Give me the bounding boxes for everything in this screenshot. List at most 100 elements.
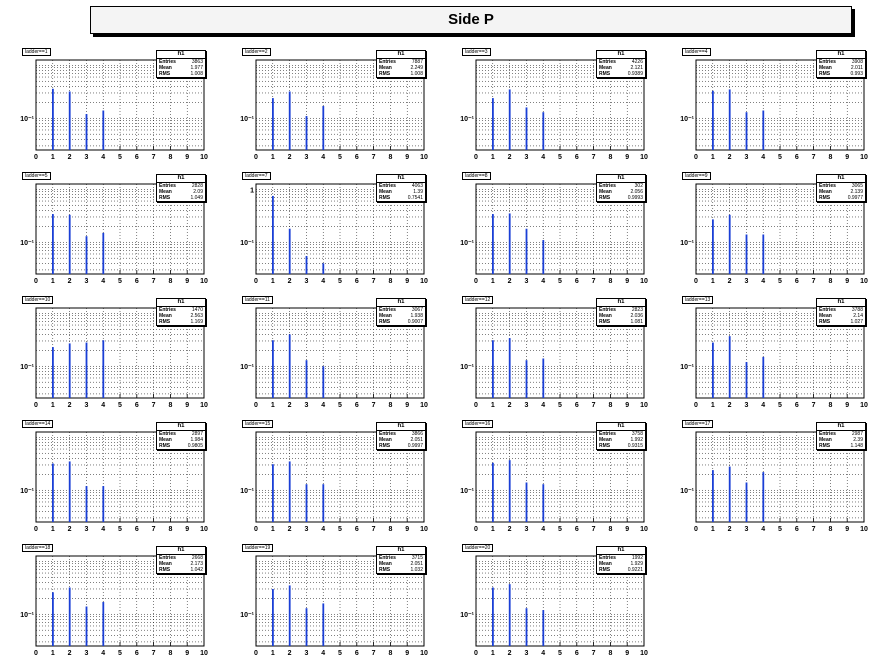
stats-key: Entries: [159, 431, 176, 437]
stats-value: 1.148: [850, 443, 863, 449]
x-tick-label: 1: [711, 402, 715, 409]
x-tick-label: 4: [541, 526, 545, 533]
x-tick-label: 8: [388, 278, 392, 285]
stats-row-rms: RMS 1.008: [157, 71, 205, 77]
stats-title: h1: [817, 423, 865, 431]
histogram-plot: 0 1 2 3 4 5 6 7 8 9 10 10⁻¹: [460, 59, 648, 161]
y-tick-label: 10⁻¹: [240, 116, 254, 123]
stats-box: h1 Entries 1992 Mean 1.929 RMS 0.9221: [596, 546, 646, 574]
stats-value: 2.563: [190, 313, 203, 319]
stats-value: 1.027: [850, 319, 863, 325]
histogram-bar: [712, 470, 714, 522]
x-tick-label: 0: [254, 402, 258, 409]
y-tick-label: 10⁻¹: [460, 488, 474, 495]
stats-row-entries: Entries 3866: [377, 431, 425, 437]
stats-title: h1: [157, 299, 205, 307]
stats-row-mean: Mean 1.992: [597, 437, 645, 443]
stats-title: h1: [817, 51, 865, 59]
stats-row-rms: RMS 0.9977: [817, 195, 865, 201]
stats-key: RMS: [599, 319, 611, 325]
x-tick-label: 5: [778, 402, 782, 409]
x-tick-label: 1: [711, 526, 715, 533]
x-tick-label: 5: [118, 402, 122, 409]
x-tick-label: 2: [508, 526, 512, 533]
x-tick-label: 7: [152, 526, 156, 533]
histogram-bar: [68, 587, 71, 646]
histogram-panel: 0 1 2 3 4 5 6 7 8 9 10 10⁻¹ ladder==4 h1 Entries 3908 Me…: [668, 48, 884, 170]
stats-key: RMS: [159, 71, 171, 77]
stats-key: Entries: [159, 59, 176, 65]
histogram-bar: [272, 464, 274, 522]
histogram-bar: [305, 116, 308, 150]
stats-value: 2.173: [190, 561, 203, 567]
stats-value: 3863: [191, 59, 203, 65]
stats-box: h1 Entries 302 Mean 2.056 RMS 0.9993: [596, 174, 646, 202]
histogram-bar: [322, 106, 325, 150]
stats-value: 2.249: [410, 65, 423, 71]
x-tick-label: 6: [795, 154, 799, 161]
stats-key: RMS: [599, 195, 611, 201]
y-tick-label: 10⁻¹: [240, 364, 254, 371]
histogram-bar: [492, 462, 494, 522]
stats-key: RMS: [379, 567, 391, 573]
x-tick-label: 8: [608, 278, 612, 285]
histogram-panel: 0 1 2 3 4 5 6 7 8 9 10 10⁻¹ ladder==20 h1 Entries 1992 M…: [448, 544, 664, 666]
stats-title: h1: [597, 51, 645, 59]
x-tick-label: 6: [355, 278, 359, 285]
x-tick-label: 9: [405, 402, 409, 409]
histogram-bar: [272, 195, 274, 274]
histogram-bar: [492, 340, 494, 398]
x-tick-label: 4: [321, 526, 325, 533]
stats-key: RMS: [159, 443, 171, 449]
x-tick-label: 9: [845, 402, 849, 409]
histogram-plot: 0 1 2 3 4 5 6 7 8 9 10 10⁻¹: [460, 183, 648, 285]
stats-value: 0.9221: [627, 567, 643, 573]
stats-key: RMS: [599, 443, 611, 449]
x-tick-label: 10: [640, 650, 648, 657]
stats-row-rms: RMS 0.9993: [597, 195, 645, 201]
stats-value: 2.011: [850, 65, 863, 71]
histogram-bar: [102, 110, 105, 150]
stats-row-entries: Entries 3908: [817, 59, 865, 65]
x-tick-label: 3: [524, 402, 528, 409]
x-tick-label: 5: [338, 526, 342, 533]
x-tick-label: 3: [744, 154, 748, 161]
histogram-panel: 0 1 2 3 4 5 6 7 8 9 10 10⁻¹ ladder==1 h1 Entries 3863 Me…: [8, 48, 224, 170]
histogram-panel: 0 1 2 3 4 5 6 7 8 9 10 10⁻¹ ladder==11 h1 Entries 3067 M…: [228, 296, 444, 418]
histogram-label: ladder==4: [682, 48, 711, 56]
stats-row-entries: Entries 7887: [377, 59, 425, 65]
stats-value: 3067: [411, 307, 423, 313]
stats-value: 2668: [191, 555, 203, 561]
histogram-plot: 0 1 2 3 4 5 6 7 8 9 10 10⁻¹: [680, 307, 868, 409]
x-tick-label: 9: [185, 278, 189, 285]
stats-row-entries: Entries 1470: [157, 307, 205, 313]
histogram-label: ladder==19: [242, 544, 274, 552]
x-tick-label: 4: [321, 154, 325, 161]
x-tick-label: 6: [795, 278, 799, 285]
histogram-plot: 0 1 2 3 4 5 6 7 8 9 10 10⁻¹: [680, 431, 868, 533]
y-tick-label-top: 1: [250, 187, 254, 194]
x-tick-label: 3: [84, 650, 88, 657]
stats-key: Mean: [819, 65, 832, 71]
x-tick-label: 3: [524, 278, 528, 285]
stats-key: Mean: [599, 313, 612, 319]
histogram-label: ladder==14: [22, 420, 54, 428]
x-tick-label: 1: [271, 526, 275, 533]
x-tick-label: 10: [420, 402, 428, 409]
histogram-panel: 0 1 2 3 4 5 6 7 8 9 10 10⁻¹ ladder==8 h1 Entries 302 Mea…: [448, 172, 664, 294]
x-tick-label: 2: [288, 526, 292, 533]
stats-row-entries: Entries 2823: [597, 307, 645, 313]
x-tick-label: 9: [625, 650, 629, 657]
stats-value: 1992: [631, 555, 643, 561]
histogram-bar: [542, 240, 545, 274]
x-tick-label: 0: [694, 154, 698, 161]
stats-key: Mean: [599, 65, 612, 71]
stats-box: h1 Entries 3908 Mean 2.011 RMS 0.993: [816, 50, 866, 78]
x-tick-label: 5: [778, 154, 782, 161]
x-tick-label: 6: [355, 526, 359, 533]
x-tick-label: 3: [744, 402, 748, 409]
x-tick-label: 2: [288, 154, 292, 161]
histogram-bar: [272, 340, 274, 398]
histogram-panel: 0 1 2 3 4 5 6 7 8 9 10 10⁻¹ ladder==18 h1 Entries 2668 M…: [8, 544, 224, 666]
stats-value: 1470: [191, 307, 203, 313]
